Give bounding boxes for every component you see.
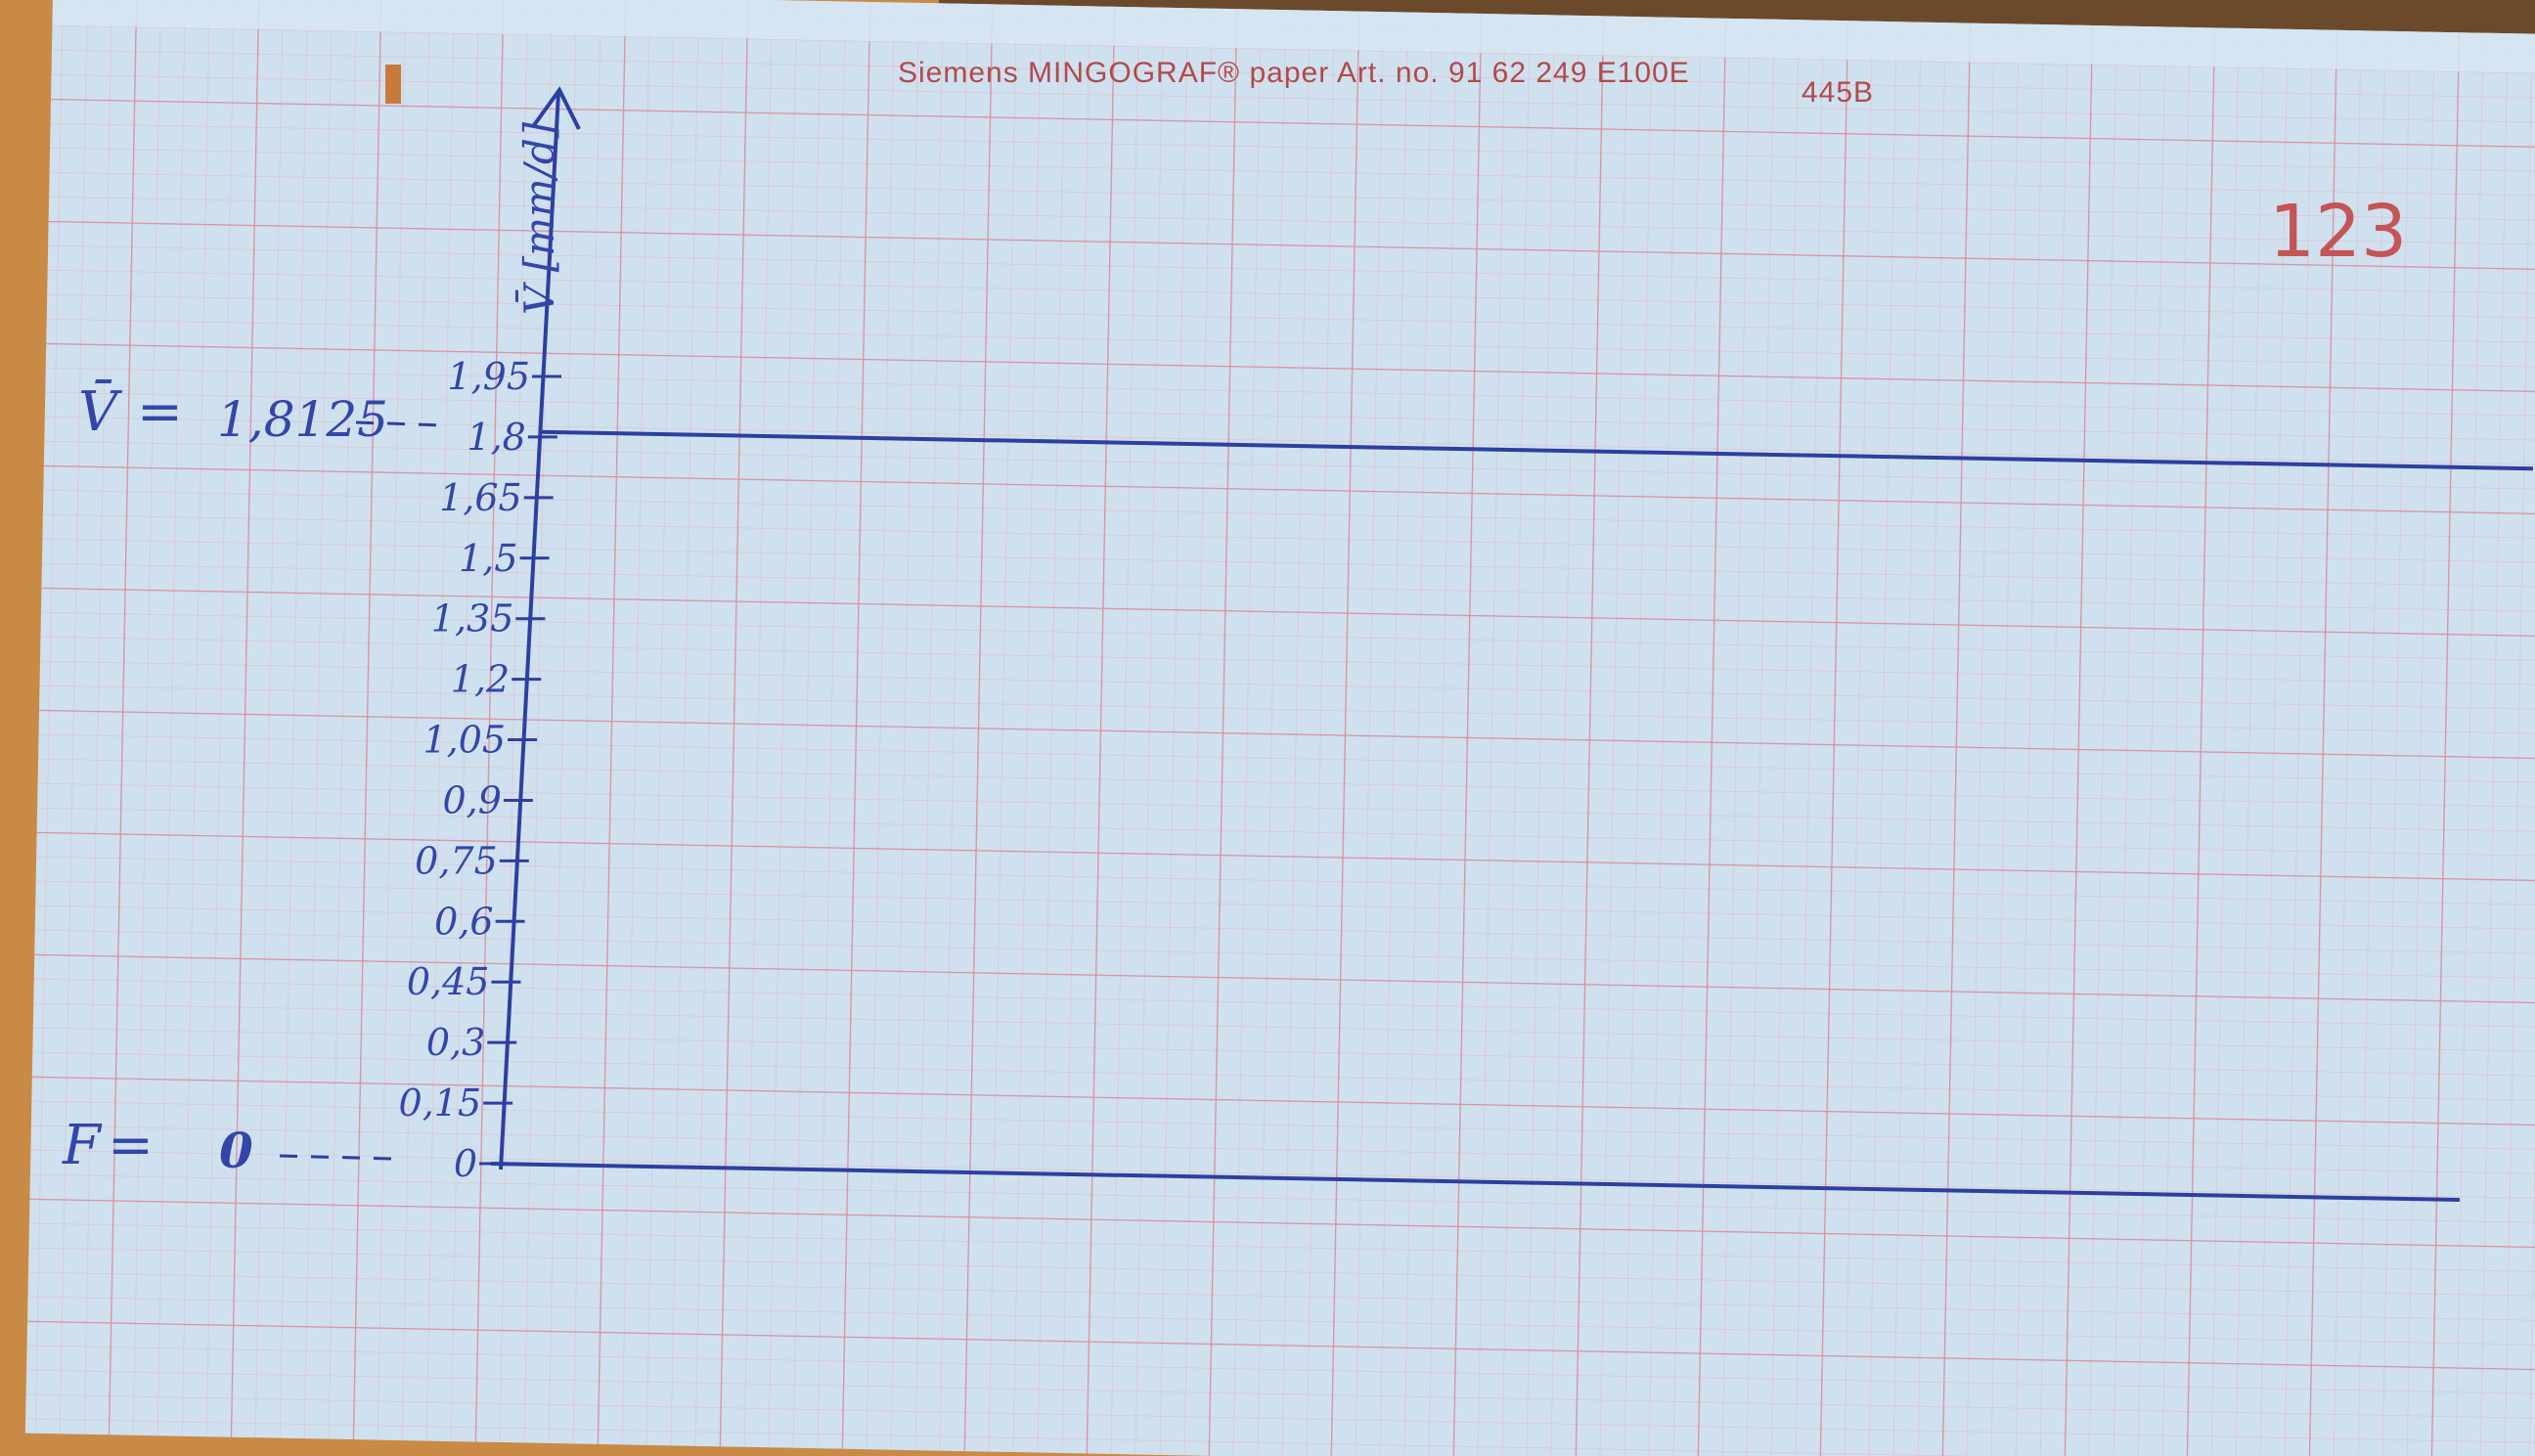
f-symbol: F — [62, 1114, 103, 1177]
y-tick-label: 0,6 — [434, 900, 493, 943]
graph-paper — [24, 0, 2535, 1456]
v-bar-symbol: V̄ — [78, 378, 123, 444]
hand-drawn-chart: V̄ [mm/d] 0 0,15 0,3 0,45 0,6 0,75 0,9 1,05 1,2 1… — [399, 86, 2534, 1203]
page-number: 123 — [2269, 190, 2407, 274]
orange-marker — [385, 65, 401, 104]
y-tick-label: 0 — [454, 1142, 477, 1185]
y-tick-label: 0,3 — [426, 1021, 485, 1064]
data-lines — [490, 429, 2534, 1203]
y-tick-label: 0,75 — [415, 839, 498, 882]
v-bar-leader-line — [355, 420, 446, 427]
y-tick-label: 1,5 — [459, 537, 517, 580]
f-equals: = — [108, 1114, 154, 1177]
v-bar-equals: = — [137, 380, 183, 444]
paper-brand-text: Siemens MINGOGRAF® paper Art. no. 91 62 … — [898, 57, 1690, 89]
y-tick-label: 0,9 — [442, 778, 501, 821]
series-line — [540, 429, 2534, 471]
y-axis-arrow — [532, 86, 581, 130]
y-axis-line — [499, 92, 560, 1170]
f-value: 0 — [219, 1122, 253, 1179]
y-tick-label: 1,2 — [451, 658, 510, 701]
y-tick-label: 0,45 — [407, 960, 490, 1003]
y-tick-label: 1,95 — [447, 355, 530, 398]
y-ticks: 0 0,15 0,3 0,45 0,6 0,75 0,9 1,05 1,2 1,35 1,5 1,65… — [399, 355, 561, 1185]
paper-code-text: 445B — [1801, 76, 1874, 109]
y-tick-label: 1,65 — [439, 476, 522, 519]
y-tick-label: 1,05 — [422, 719, 506, 762]
series-line — [490, 1162, 2461, 1203]
y-tick-label: 1,8 — [467, 416, 525, 459]
y-tick-label: 1,35 — [431, 597, 514, 640]
y-tick-label: 0,15 — [399, 1081, 482, 1125]
y-axis-label: V̄ [mm/d] — [513, 121, 563, 315]
v-bar-value: 1,8125 — [217, 391, 388, 448]
